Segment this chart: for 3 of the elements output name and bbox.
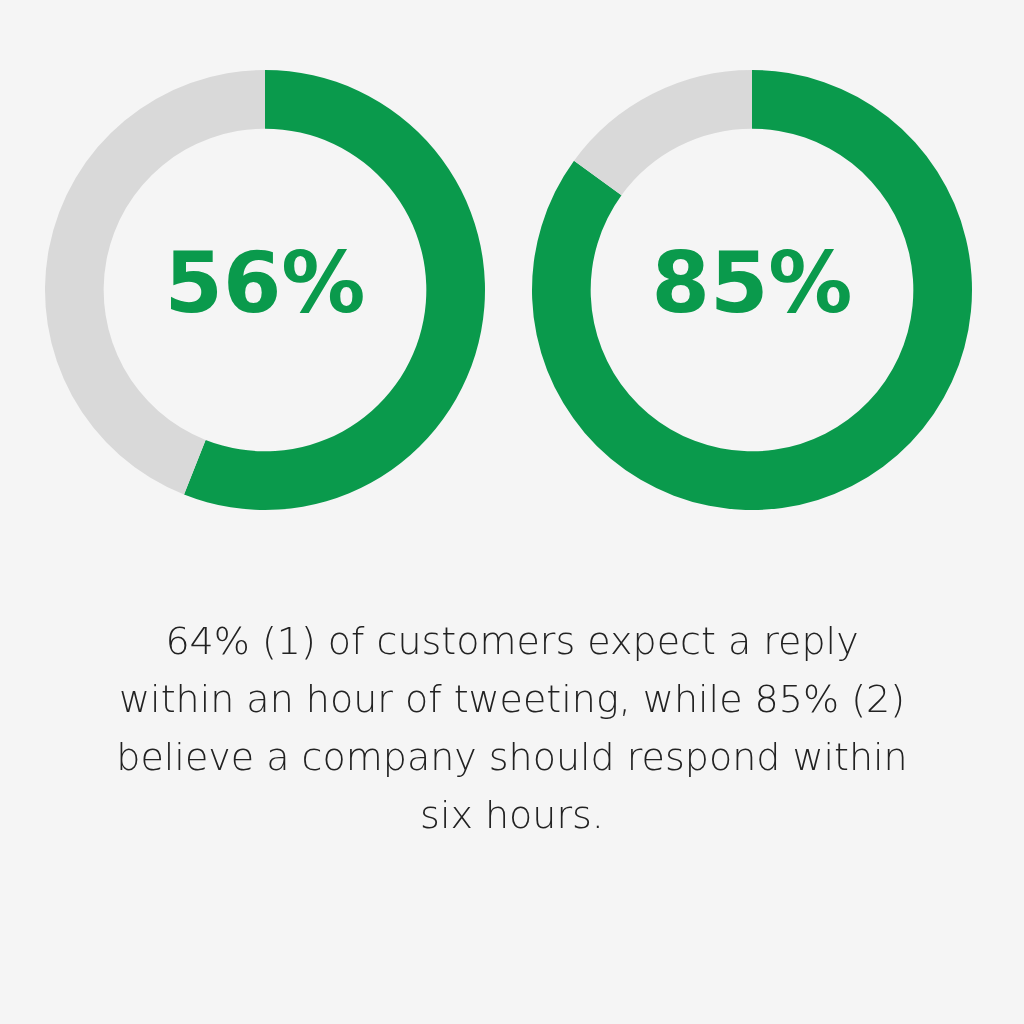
data-label: 85% [651, 233, 853, 332]
text: 64% (1) of customers expect a reply within an hour of tweeting, while 85% (2) believe a company should respond within six hours. [115, 618, 909, 839]
data-label: 56% [164, 233, 366, 332]
